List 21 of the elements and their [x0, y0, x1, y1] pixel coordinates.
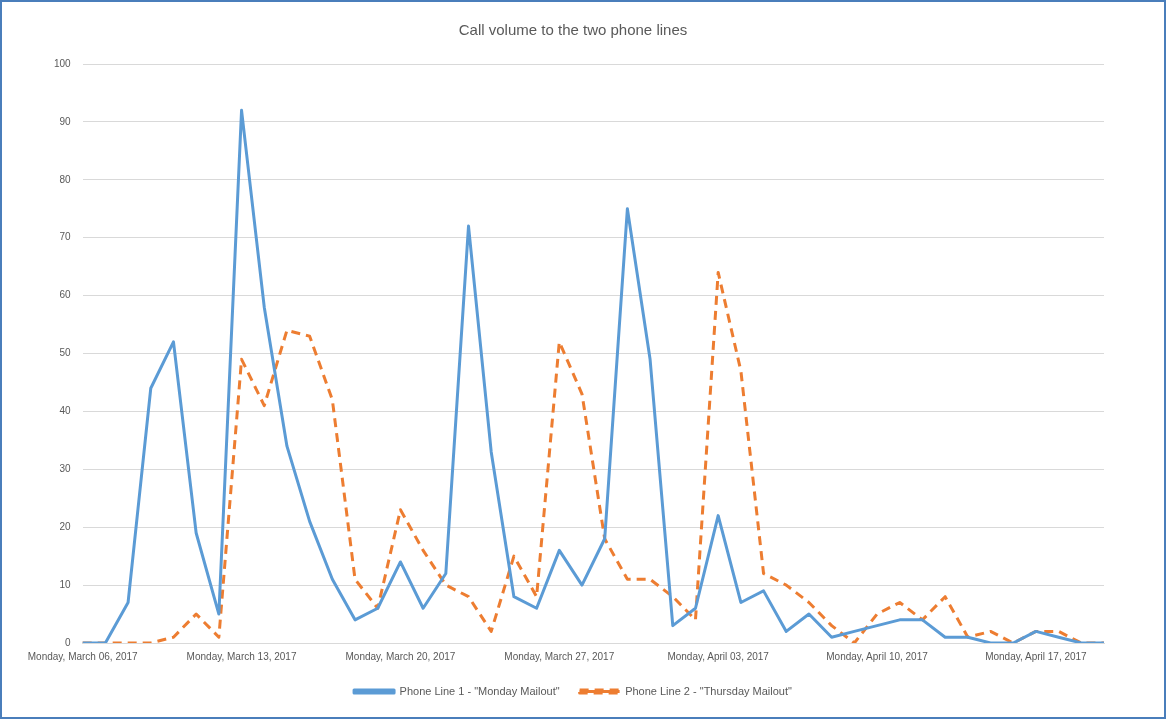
y-tick-label: 50 — [59, 347, 72, 359]
y-tick-label: 10 — [59, 578, 72, 590]
y-tick-label: 40 — [59, 405, 72, 417]
y-tick-label: 20 — [59, 520, 72, 532]
y-tick-label: 0 — [65, 636, 72, 648]
y-tick-label: 100 — [54, 57, 72, 69]
legend-label: Phone Line 1 - "Monday Mailout" — [399, 684, 560, 697]
x-tick-label: Monday, March 06, 2017 — [27, 650, 139, 662]
legend-label: Phone Line 2 - "Thursday Mailout" — [625, 684, 793, 697]
chart-title: Call volume to the two phone lines — [458, 21, 688, 39]
x-tick-label: Monday, April 03, 2017 — [667, 650, 770, 662]
x-tick-label: Monday, March 27, 2017 — [504, 650, 615, 662]
x-tick-label: Monday, March 20, 2017 — [345, 650, 456, 662]
y-tick-label: 90 — [59, 115, 72, 127]
y-tick-label: 70 — [59, 231, 72, 243]
x-tick-label: Monday, April 10, 2017 — [826, 650, 929, 662]
x-tick-label: Monday, April 17, 2017 — [985, 650, 1088, 662]
y-tick-label: 80 — [59, 173, 72, 185]
y-tick-label: 60 — [59, 289, 72, 301]
x-tick-label: Monday, March 13, 2017 — [186, 650, 297, 662]
y-tick-label: 30 — [59, 463, 72, 475]
